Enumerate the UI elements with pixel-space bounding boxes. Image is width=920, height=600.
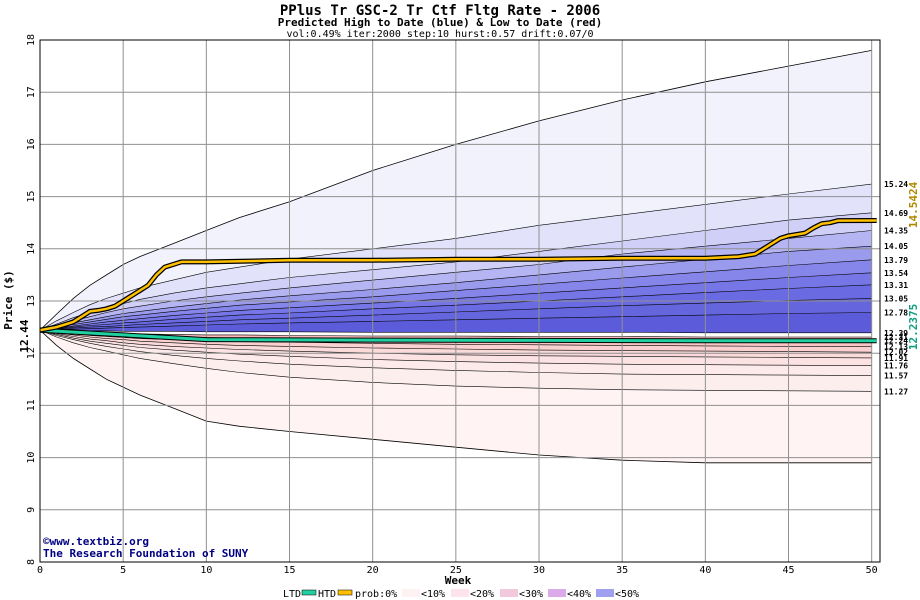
price-lines (39, 218, 877, 344)
band-end-label: 11.91 (884, 354, 908, 363)
legend-swatch-10 (402, 589, 420, 597)
band-boundary-0 (39, 50, 872, 331)
low-band-2 (40, 330, 872, 353)
chart-params: vol:0.49% iter:2000 step:10 hurst:0.57 d… (286, 29, 593, 40)
x-tick-label: 30 (533, 565, 545, 576)
chart-subtitle: Predicted High to Date (blue) & Low to D… (278, 16, 603, 29)
ltd-line (39, 328, 877, 343)
band-boundary-7 (39, 284, 872, 331)
legend-swatch-40 (548, 589, 566, 597)
band-end-label: 12.39 (884, 329, 908, 338)
legend-ltd-swatch (301, 589, 317, 596)
band-end-label: 11.57 (884, 372, 908, 381)
band-boundary-19 (39, 329, 872, 464)
band-boundary-9 (39, 312, 872, 331)
x-tick-label: 25 (450, 565, 462, 576)
ltd-value-label: 12.2375 (907, 304, 920, 350)
band-boundary-18 (39, 329, 872, 392)
y-tick-label: 9 (26, 507, 37, 513)
band-boundary-8 (39, 298, 872, 331)
band-boundary-15 (39, 329, 872, 359)
x-tick-label: 20 (367, 565, 379, 576)
chart-axes: 0 5 10 15 20 25 30 35 40 45 50 8 9 10 11 12 13 14 15 16 17 18… (26, 34, 908, 576)
start-price-label: 12.44 (18, 319, 31, 352)
x-tick-label: 45 (782, 565, 794, 576)
htd-value-label: 14.5424 (907, 181, 920, 228)
legend-swatch-20 (451, 589, 469, 597)
chart-title: PPlus Tr GSC-2 Tr Ctf Fltg Rate - 2006 (280, 3, 600, 19)
band-boundary-14 (39, 329, 872, 353)
x-tick-label: 5 (120, 565, 126, 576)
band-end-label: 13.31 (884, 281, 908, 290)
legend-prob-label: prob:0% (355, 589, 397, 600)
low-band-6 (40, 330, 872, 392)
band-end-label: 12.02 (884, 348, 908, 357)
x-tick-label: 35 (616, 565, 628, 576)
band-end-label: 13.79 (884, 256, 908, 265)
legend-ltd-label: LTD (283, 589, 301, 600)
x-axis-label: Week (445, 574, 472, 587)
y-tick-label: 11 (26, 399, 37, 411)
y-tick-label: 10 (26, 452, 37, 464)
legend-item-10: <10% (421, 589, 445, 600)
band-boundary-4 (39, 245, 872, 331)
y-tick-label: 13 (26, 295, 37, 307)
band-boundary-1 (39, 183, 872, 331)
band-end-label: 14.35 (884, 227, 908, 236)
band-boundary-17 (39, 329, 872, 376)
band-end-label: 12.78 (884, 308, 908, 317)
x-tick-label: 10 (200, 565, 212, 576)
x-tick-label: 40 (699, 565, 711, 576)
band-end-label: 12.31 (884, 333, 908, 342)
x-tick-label: 0 (37, 565, 43, 576)
band-end-label: 12.13 (884, 342, 908, 351)
legend-item-30: <30% (519, 589, 543, 600)
credit-url: ©www.textbiz.org (43, 535, 149, 548)
y-axis-label: Price ($) (2, 270, 15, 330)
y-tick-label: 18 (26, 34, 37, 46)
band-end-label: 11.27 (884, 387, 908, 396)
legend-item-20: <20% (470, 589, 494, 600)
legend-swatch-30 (500, 589, 518, 597)
y-tick-label: 15 (26, 191, 37, 203)
legend-item-50: <50% (615, 589, 639, 600)
band-end-label: 13.05 (884, 294, 908, 303)
y-tick-label: 8 (26, 559, 37, 565)
band-boundary-3 (39, 230, 872, 331)
legend-swatch-50 (596, 589, 614, 597)
htd-line (39, 219, 877, 332)
legend-item-40: <40% (567, 589, 591, 600)
x-tick-label: 50 (866, 565, 878, 576)
y-tick-label: 16 (26, 138, 37, 150)
y-tick-label: 17 (26, 86, 37, 98)
band-end-label: 14.69 (884, 209, 908, 218)
band-end-label: 12.24 (884, 337, 908, 346)
plot-frame (39, 39, 881, 563)
band-boundary-5 (39, 259, 872, 331)
x-tick-label: 15 (283, 565, 295, 576)
legend: LTD HTD prob:0% <10% <20% <30% <40% <50% (283, 589, 639, 600)
band-end-label: 15.24 (884, 180, 908, 189)
y-tick-label: 12 (26, 347, 37, 359)
band-end-label: 14.05 (884, 242, 908, 251)
band-boundary-6 (39, 272, 872, 331)
legend-htd-swatch (337, 589, 353, 596)
credit-foundation: The Research Foundation of SUNY (43, 547, 249, 560)
y-tick-label: 14 (26, 243, 37, 255)
legend-htd-label: HTD (318, 589, 336, 600)
band-end-label: 11.76 (884, 362, 908, 371)
band-end-label: 13.54 (884, 269, 908, 278)
